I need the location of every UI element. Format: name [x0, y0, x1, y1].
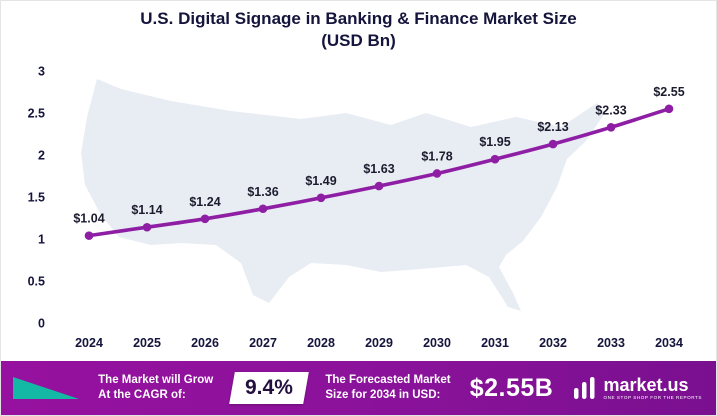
x-axis-tick-label: 2024: [75, 336, 103, 350]
x-axis-tick-label: 2033: [597, 336, 625, 350]
brand-tagline: ONE STOP SHOP FOR THE REPORTS: [603, 394, 702, 400]
cagr-value-box: 9.4%: [229, 372, 310, 404]
forecast-label: The Forecasted Market Size for 2034 in U…: [325, 373, 450, 403]
y-axis-tick-label: 0.5: [28, 275, 45, 289]
y-axis-tick-label: 2.5: [28, 107, 45, 121]
x-axis-tick-label: 2031: [481, 336, 509, 350]
x-axis-tick-label: 2034: [655, 336, 683, 350]
x-axis-tick-label: 2027: [249, 336, 277, 350]
data-point-label: $1.78: [421, 149, 452, 163]
data-point: [258, 204, 268, 214]
brand-logo: market.us ONE STOP SHOP FOR THE REPORTS: [573, 376, 703, 401]
data-point: [432, 169, 442, 178]
x-axis-tick-label: 2032: [539, 336, 567, 350]
market-us-logo-icon: [573, 377, 594, 399]
data-point: [200, 214, 210, 224]
data-point-label: $1.95: [479, 135, 510, 149]
data-point: [84, 231, 94, 240]
y-axis-tick-label: 1.5: [28, 191, 45, 205]
chart-title-line2: (USD Bn): [321, 31, 396, 51]
cagr-label: The Market will Grow At the CAGR of:: [98, 373, 213, 403]
data-point-label: $2.55: [653, 85, 684, 99]
data-point-label: $1.63: [363, 162, 394, 176]
forecast-value: $2.55B: [469, 373, 554, 402]
data-point: [142, 222, 152, 232]
data-point: [490, 154, 500, 164]
data-point-label: $1.49: [305, 174, 336, 188]
y-axis-tick-label: 1: [38, 233, 45, 247]
x-axis-tick-label: 2025: [133, 336, 161, 350]
forecast-label-line1: The Forecasted Market: [325, 374, 451, 387]
data-point: [374, 181, 384, 191]
y-axis-tick-label: 3: [38, 65, 45, 79]
chart-title: U.S. Digital Signage in Banking & Financ…: [1, 1, 716, 52]
brand-name: market.us: [603, 374, 689, 395]
x-axis-tick-label: 2030: [423, 336, 451, 350]
data-point: [548, 139, 558, 149]
cagr-label-line2: At the CAGR of:: [98, 389, 186, 401]
chart-area: 0 0.5 1 1.5 2 2.5 3 2024 2025 2026 2027 2028 2029 203…: [1, 55, 716, 359]
footer-banner: The Market will Grow At the CAGR of: 9.4…: [1, 361, 716, 415]
x-axis-tick-label: 2026: [191, 336, 219, 350]
data-point-label: $1.04: [73, 212, 104, 226]
forecast-label-line2: Size for 2034 in USD:: [325, 389, 441, 401]
data-point-label: $2.13: [537, 120, 568, 134]
data-point: [606, 122, 616, 132]
brand-text: market.us ONE STOP SHOP FOR THE REPORTS: [604, 376, 703, 401]
y-axis-tick-label: 0: [38, 317, 45, 331]
teal-corner-accent: [13, 377, 79, 399]
y-axis-tick-label: 2: [38, 149, 45, 163]
chart-title-line1: U.S. Digital Signage in Banking & Financ…: [140, 9, 577, 28]
data-point: [316, 193, 326, 203]
cagr-label-line1: The Market will Grow: [98, 374, 214, 387]
data-point-label: $1.24: [189, 195, 220, 209]
chart-series-layer: 0 0.5 1 1.5 2 2.5 3 2024 2025 2026 2027 2028 2029 203…: [28, 65, 685, 351]
data-point-label: $2.33: [595, 103, 626, 117]
x-axis-tick-label: 2029: [365, 336, 393, 350]
data-point-label: $1.14: [131, 203, 162, 217]
line-chart-svg: 0 0.5 1 1.5 2 2.5 3 2024 2025 2026 2027 2028 2029 203…: [28, 65, 685, 351]
x-axis-tick-label: 2028: [307, 336, 335, 350]
data-point: [664, 104, 674, 114]
data-point-label: $1.36: [247, 185, 278, 199]
cagr-value: 9.4%: [245, 376, 294, 399]
